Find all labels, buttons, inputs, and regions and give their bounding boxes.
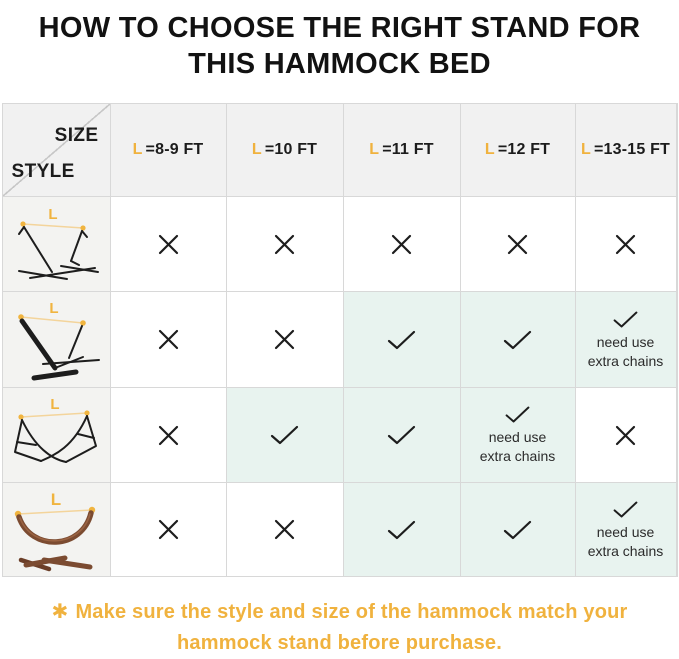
- stand-size-table: SIZE STYLE L =8-9 FT L =10 FT L =11 FT L…: [1, 103, 678, 577]
- footnote-text: Make sure the style and size of the hamm…: [75, 601, 628, 654]
- availability-cell: need use extra chains: [343, 292, 460, 387]
- style-axis-label: STYLE: [11, 161, 75, 182]
- length-accent: L: [580, 141, 591, 158]
- purchase-footnote: ✱ Make sure the style and size of the ham…: [24, 597, 656, 659]
- availability-cell: need use extra chains: [226, 292, 343, 387]
- check-icon: [613, 501, 638, 517]
- cross-icon: [274, 234, 295, 254]
- style-cell-curved-butterfly-stand: L: [2, 388, 110, 482]
- asterisk-icon: ✱: [51, 601, 69, 623]
- cross-icon: [391, 234, 412, 254]
- availability-cell: need use extra chains: [460, 483, 575, 576]
- column-header-11ft: L =11 FT: [343, 104, 460, 196]
- cross-icon: [158, 329, 178, 350]
- column-header-label: =11 FT: [382, 141, 434, 158]
- check-icon: [270, 425, 299, 445]
- steel-tube-stand-icon: L: [17, 206, 99, 280]
- length-accent: L: [251, 141, 262, 158]
- availability-cell: need use extra chains: [110, 388, 226, 482]
- check-icon: [503, 330, 532, 349]
- cross-icon: [274, 329, 295, 350]
- extra-chains-note: need use extra chains: [587, 333, 664, 369]
- column-header-label: =8-9 FT: [145, 141, 204, 158]
- availability-cell: need use extra chains: [226, 197, 343, 291]
- check-icon: [505, 406, 530, 423]
- availability-cell: need use extra chains: [110, 197, 226, 291]
- page-title: HOW TO CHOOSE THE RIGHT STAND FOR THIS H…: [0, 0, 679, 82]
- column-header-label: =10 FT: [264, 141, 318, 158]
- availability-cell: need use extra chains: [460, 388, 575, 482]
- availability-cell: need use extra chains: [575, 292, 676, 387]
- check-icon: [387, 520, 416, 539]
- corner-header-cell: SIZE STYLE: [2, 104, 110, 196]
- availability-cell: need use extra chains: [575, 388, 676, 482]
- extra-chains-note: need use extra chains: [587, 523, 664, 559]
- cross-icon: [158, 425, 178, 445]
- svg-text:L: L: [50, 490, 60, 509]
- size-axis-label: SIZE: [54, 125, 99, 146]
- cross-icon: [615, 425, 636, 445]
- check-icon: [387, 425, 416, 445]
- svg-text:L: L: [48, 206, 57, 223]
- availability-cell: need use extra chains: [460, 197, 575, 291]
- column-header-8-9ft: L =8-9 FT: [110, 104, 226, 196]
- availability-cell: need use extra chains: [460, 292, 575, 387]
- column-header-label: =13-15 FT: [593, 141, 671, 158]
- svg-text:L: L: [50, 396, 59, 413]
- availability-cell: need use extra chains: [110, 292, 226, 387]
- cross-icon: [274, 519, 295, 540]
- curved-butterfly-stand-icon: L: [13, 396, 97, 463]
- length-accent: L: [369, 141, 380, 158]
- column-header-label: =12 FT: [497, 141, 551, 158]
- page-title-line-2: THIS HAMMOCK BED: [188, 48, 491, 80]
- availability-cell: need use extra chains: [226, 483, 343, 576]
- availability-cell: need use extra chains: [575, 197, 676, 291]
- extra-chains-note: need use extra chains: [479, 429, 556, 464]
- column-header-13-15ft: L =13-15 FT: [575, 104, 676, 196]
- check-icon: [613, 311, 638, 327]
- cross-icon: [507, 234, 528, 254]
- style-cell-wooden-arc-stand: L: [2, 483, 110, 576]
- column-header-12ft: L =12 FT: [460, 104, 575, 196]
- check-icon: [387, 330, 416, 349]
- availability-cell: need use extra chains: [226, 388, 343, 482]
- availability-cell: need use extra chains: [110, 483, 226, 576]
- style-cell-heavy-duty-steel-stand: L: [2, 292, 110, 387]
- availability-cell: need use extra chains: [343, 197, 460, 291]
- availability-cell: need use extra chains: [575, 483, 676, 576]
- column-header-10ft: L =10 FT: [226, 104, 343, 196]
- style-cell-steel-tube-stand: L: [2, 197, 110, 291]
- page-title-line-1: HOW TO CHOOSE THE RIGHT STAND FOR: [38, 12, 641, 44]
- cross-icon: [615, 234, 636, 254]
- heavy-duty-steel-stand-icon: L: [17, 300, 100, 380]
- cross-icon: [158, 234, 178, 254]
- wooden-arc-stand-icon: L: [14, 490, 95, 571]
- check-icon: [503, 520, 532, 539]
- availability-cell: need use extra chains: [343, 388, 460, 482]
- length-accent: L: [132, 141, 143, 158]
- cross-icon: [158, 519, 178, 540]
- length-accent: L: [484, 141, 495, 158]
- svg-text:L: L: [49, 300, 58, 317]
- availability-cell: need use extra chains: [343, 483, 460, 576]
